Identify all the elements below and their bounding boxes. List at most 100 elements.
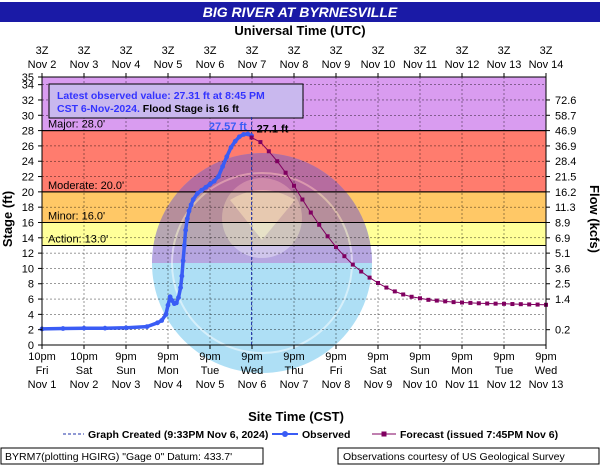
time-tick-label: Nov 9 [364, 379, 393, 391]
latest-observation-box: Latest observed value: 27.31 ft at 8:45 … [48, 83, 304, 119]
time-tick-label: 9pm [283, 351, 304, 363]
observed-point [159, 318, 165, 323]
forecast-point [334, 244, 338, 249]
info-box-line-2: CST 6-Nov-2024. Flood Stage is 16 ft [57, 103, 240, 115]
peak-labels: 27.57 ft 27.1 ft [209, 121, 289, 136]
time-tick-label: Nov 13 [529, 379, 564, 391]
time-tick-label: 9pm [367, 351, 388, 363]
forecast-point [485, 301, 490, 306]
time-tick-label: Sat [76, 365, 93, 377]
footer-credit-text: Observations courtesy of US Geological S… [343, 451, 566, 463]
time-tick-label: Nov 7 [280, 379, 309, 391]
observed-peak-label: 27.57 ft [209, 121, 247, 133]
stage-tick-label: 14 [22, 233, 34, 245]
forecast-point [300, 197, 305, 202]
observed-point [190, 197, 196, 202]
observed-point [123, 325, 129, 331]
time-tick-label: Nov 8 [322, 379, 351, 391]
flow-tick-label: 11.3 [555, 202, 576, 214]
legend: Graph Created (9:33PM Nov 6, 2024) Obser… [63, 429, 558, 441]
forecast-point [426, 297, 431, 302]
observed-point [195, 190, 200, 196]
utc-tick-label: Nov 9 [322, 59, 351, 71]
observed-point [199, 187, 205, 193]
flow-tick-label: 21.5 [555, 172, 576, 184]
seal-bird-shape [230, 190, 295, 240]
flow-tick-label: 3.6 [555, 263, 570, 275]
utc-tick-label: Nov 13 [487, 59, 522, 71]
info-box-line-1: Latest observed value: 27.31 ft at 8:45 … [57, 90, 265, 102]
time-tick-label: Thu [285, 365, 304, 377]
observed-point [144, 324, 150, 330]
stage-tick-label: 35 [22, 72, 34, 84]
stage-tick-label: 12 [22, 248, 34, 260]
time-tick-label: Sun [410, 365, 430, 377]
utc-tick-label: 3Z [330, 45, 343, 57]
time-tick-label: 9pm [535, 351, 556, 363]
stage-tick-label: 18 [22, 202, 34, 214]
utc-tick-label: 3Z [204, 45, 217, 57]
time-tick-label: 9pm [199, 351, 220, 363]
seal-upper-half [152, 153, 372, 263]
observed-point [245, 131, 251, 137]
utc-tick-label: Nov 5 [154, 59, 183, 71]
utc-tick-label: Nov 12 [445, 59, 480, 71]
forecast-point [376, 280, 380, 285]
stage-tick-label: 32 [22, 95, 34, 107]
time-tick-label: Nov 11 [445, 379, 479, 391]
time-tick-label: 10pm [28, 351, 56, 363]
observed-point [211, 178, 217, 184]
flood-category-labels: Action: 13.0' Minor: 16.0' Moderate: 20.0'… [48, 119, 124, 246]
forecast-point [451, 300, 456, 305]
flow-tick-label: 6.9 [555, 233, 570, 245]
footer-right-box [337, 447, 600, 465]
utc-tick-label: Nov 10 [361, 59, 396, 71]
forecast-point [434, 298, 439, 303]
time-tick-label: Sun [116, 365, 136, 377]
flow-tick-label: 8.9 [555, 217, 570, 229]
time-tick-label: 9pm [157, 351, 178, 363]
observed-point [186, 208, 192, 214]
observed-point [155, 320, 160, 326]
info-box-flood-stage: Flood Stage is 16 ft [140, 103, 240, 115]
legend-forecast-marker [381, 431, 387, 437]
observed-point [224, 154, 230, 160]
forecast-point [443, 299, 448, 304]
time-tick-label: 9pm [451, 351, 472, 363]
forecast-point [535, 302, 540, 307]
stage-tick-label: 2 [28, 325, 34, 337]
flood-label-action: Action: 13.0' [48, 233, 108, 245]
footer-datum-text: BYRM7(plotting HGIRG) "Gage 0" Datum: 43… [5, 451, 232, 463]
utc-tick-label: Nov 14 [529, 59, 564, 71]
time-tick-label: Wed [241, 365, 263, 377]
observed-point [220, 164, 226, 169]
forecast-point [308, 210, 313, 215]
forecast-point [468, 300, 473, 305]
observed-point [174, 300, 179, 306]
time-tick-label: Wed [535, 365, 557, 377]
forecast-point [392, 289, 397, 294]
forecast-point [518, 302, 523, 307]
utc-tick-label: Nov 7 [238, 59, 267, 71]
forecast-point [325, 234, 330, 239]
observed-point [237, 134, 242, 140]
forecast-point [275, 159, 280, 164]
legend-observed-label: Observed [302, 429, 350, 441]
utc-tick-label: 3Z [162, 45, 175, 57]
forecast-point [502, 301, 506, 306]
forecast-point [292, 183, 296, 188]
forecast-point [258, 140, 263, 145]
time-tick-label: Mon [157, 365, 178, 377]
flood-label-minor: Minor: 16.0' [48, 210, 105, 222]
forecast-point [384, 285, 389, 290]
utc-tick-label: 3Z [120, 45, 133, 57]
time-tick-label: Tue [201, 365, 220, 377]
observed-point [183, 227, 189, 233]
forecast-point [493, 301, 498, 306]
observed-point [188, 202, 194, 208]
stage-tick-label: 4 [28, 309, 34, 321]
time-tick-label: 9pm [325, 351, 346, 363]
stage-tick-label: 10 [22, 263, 34, 275]
